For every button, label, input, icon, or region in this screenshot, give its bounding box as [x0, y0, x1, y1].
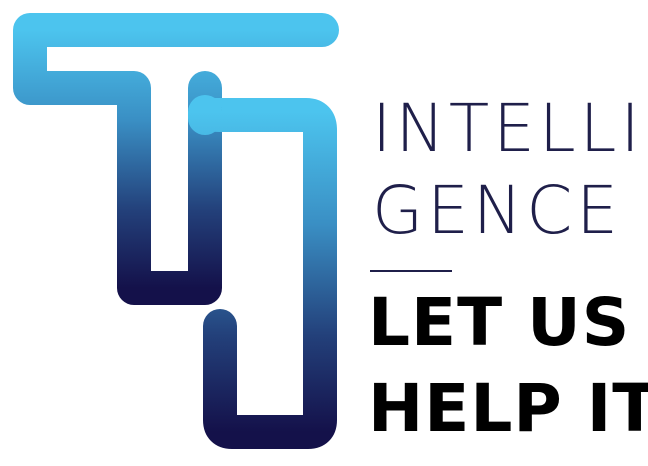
wordmark-line-1: INTELLI — [372, 90, 644, 167]
tagline-line-1: LET US — [368, 284, 631, 361]
letter-i-stroke — [188, 95, 337, 449]
letter-t-stroke — [13, 13, 339, 305]
wordmark-line-2: GENCE — [372, 172, 623, 249]
tagline-line-2: HELP IT — [368, 370, 648, 447]
divider-line — [370, 270, 452, 272]
